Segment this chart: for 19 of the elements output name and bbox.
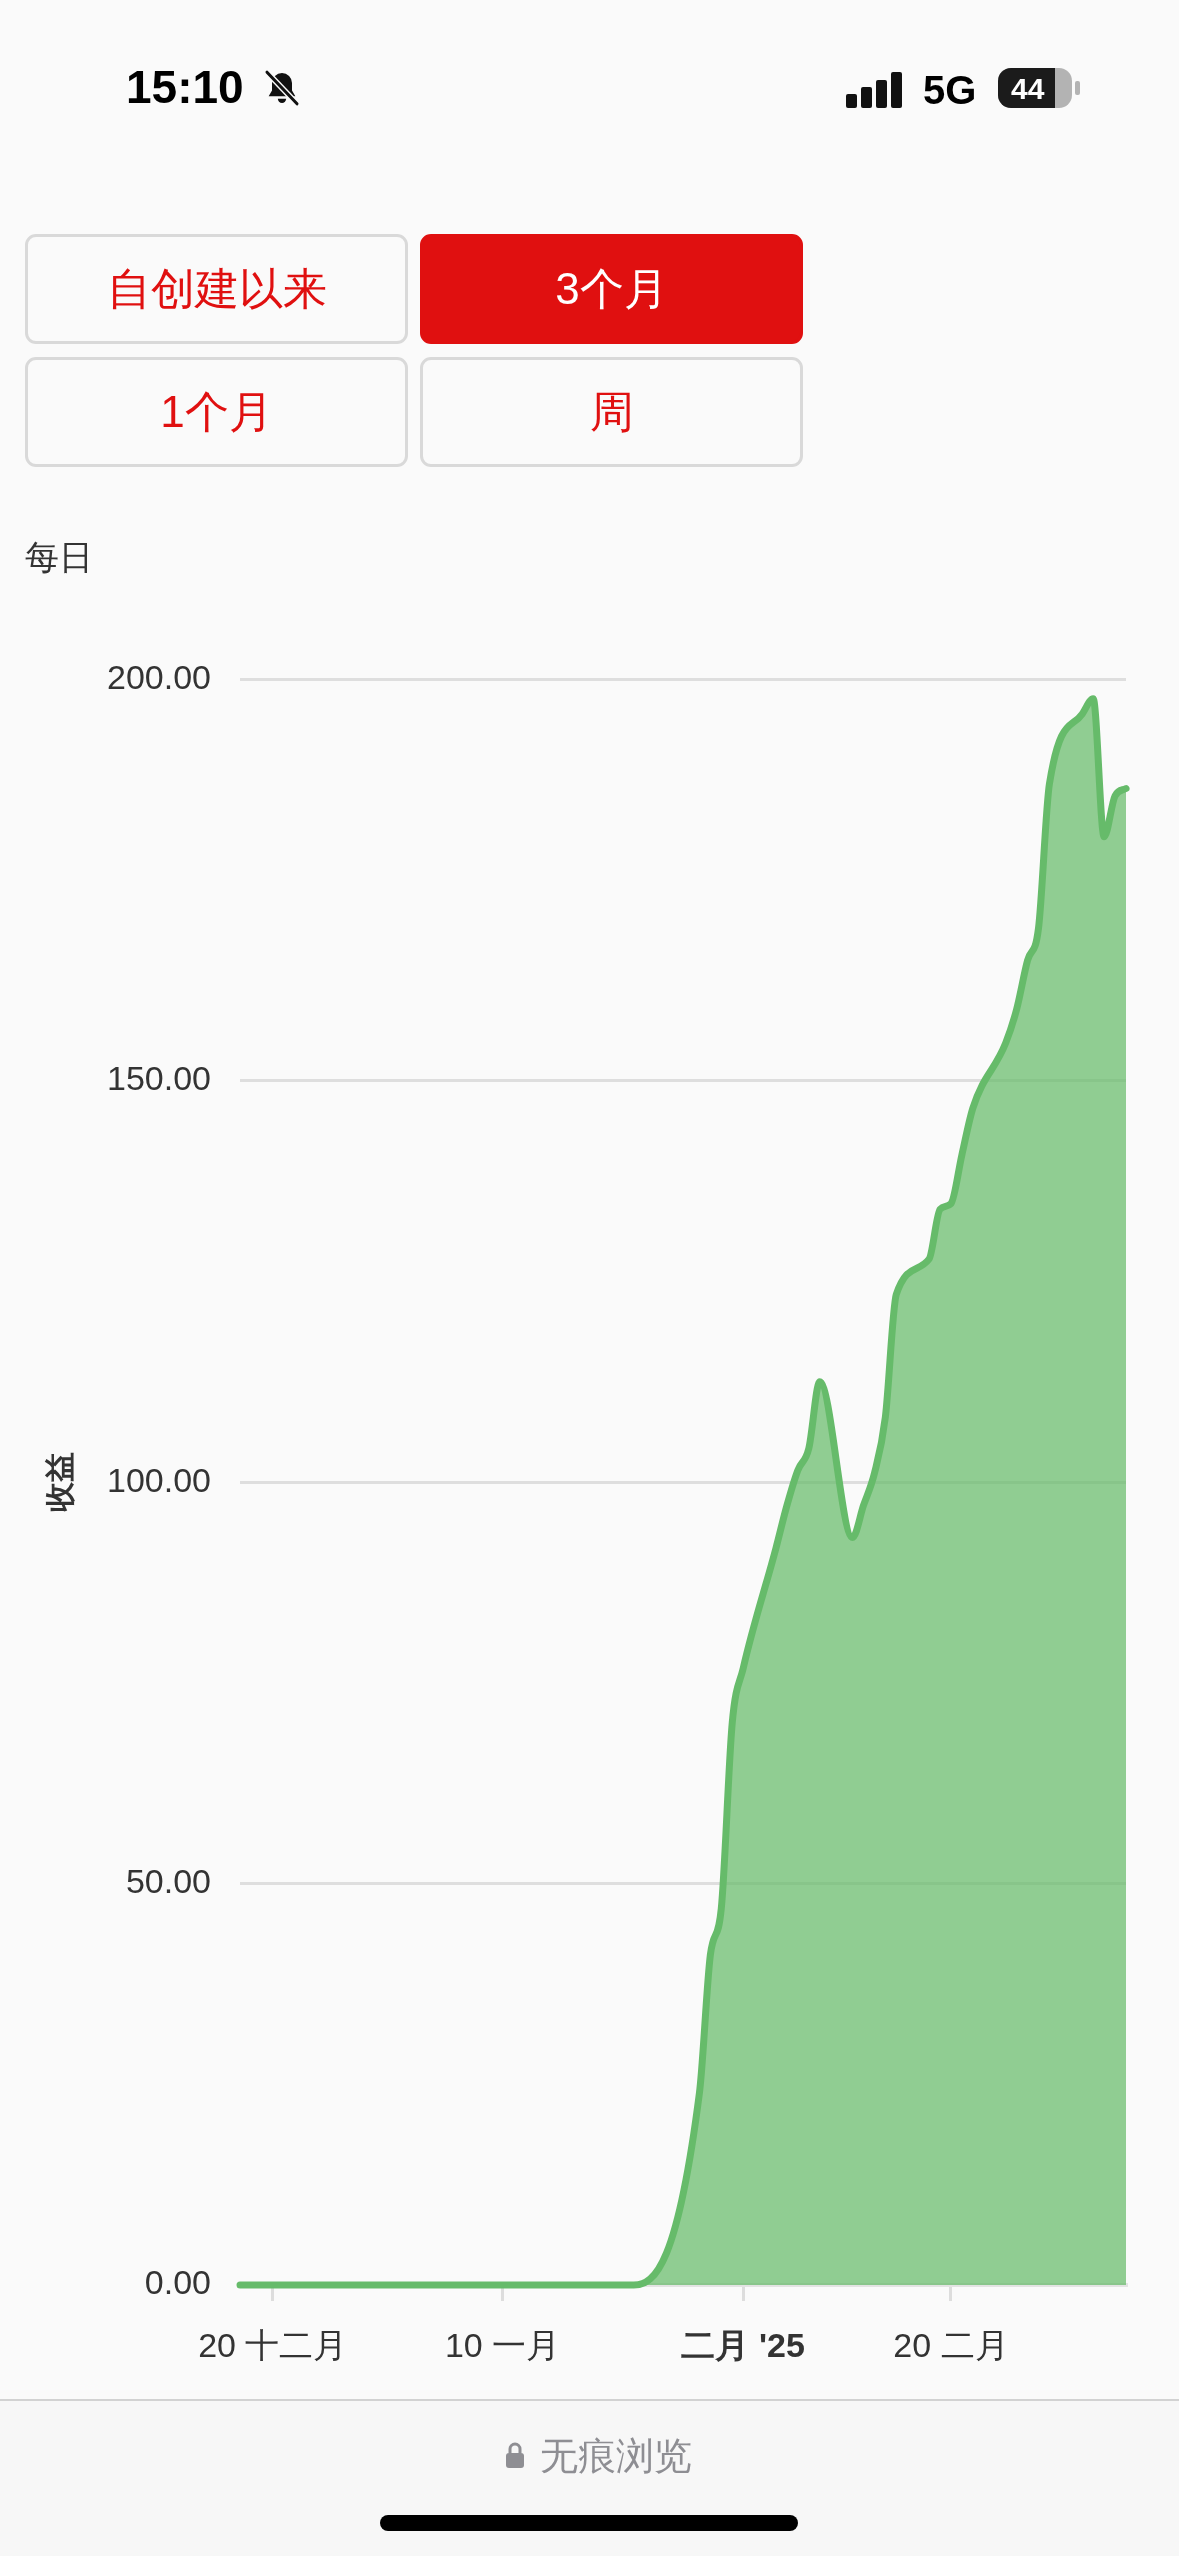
range-button[interactable]: 自创建以来 — [25, 234, 408, 344]
chart-subtitle: 每日 — [25, 538, 93, 576]
y-tick-label: 100.00 — [107, 1460, 211, 1499]
range-button[interactable]: 周 — [420, 357, 803, 467]
x-tick-label: 二月 '25 — [681, 2325, 805, 2364]
x-tick-label: 20 十二月 — [198, 2325, 348, 2364]
text: 44 — [1011, 72, 1045, 105]
y-axis-title: 收益 — [43, 1452, 77, 1513]
text: 无痕浏览 — [540, 2435, 692, 2477]
y-tick-label: 150.00 — [107, 1059, 211, 1098]
x-tick-label: 10 一月 — [444, 2325, 561, 2364]
y-tick-label: 50.00 — [125, 1861, 211, 1900]
y-tick-label: 0.00 — [144, 2263, 211, 2302]
range-button[interactable]: 1个月 — [25, 357, 408, 467]
x-tick-label: 20 二月 — [893, 2325, 1009, 2364]
y-tick-label: 200.00 — [107, 657, 211, 696]
text: 15:10 — [126, 61, 244, 113]
text: 5G — [923, 68, 977, 112]
range-button[interactable]: 3个月 — [420, 234, 803, 344]
